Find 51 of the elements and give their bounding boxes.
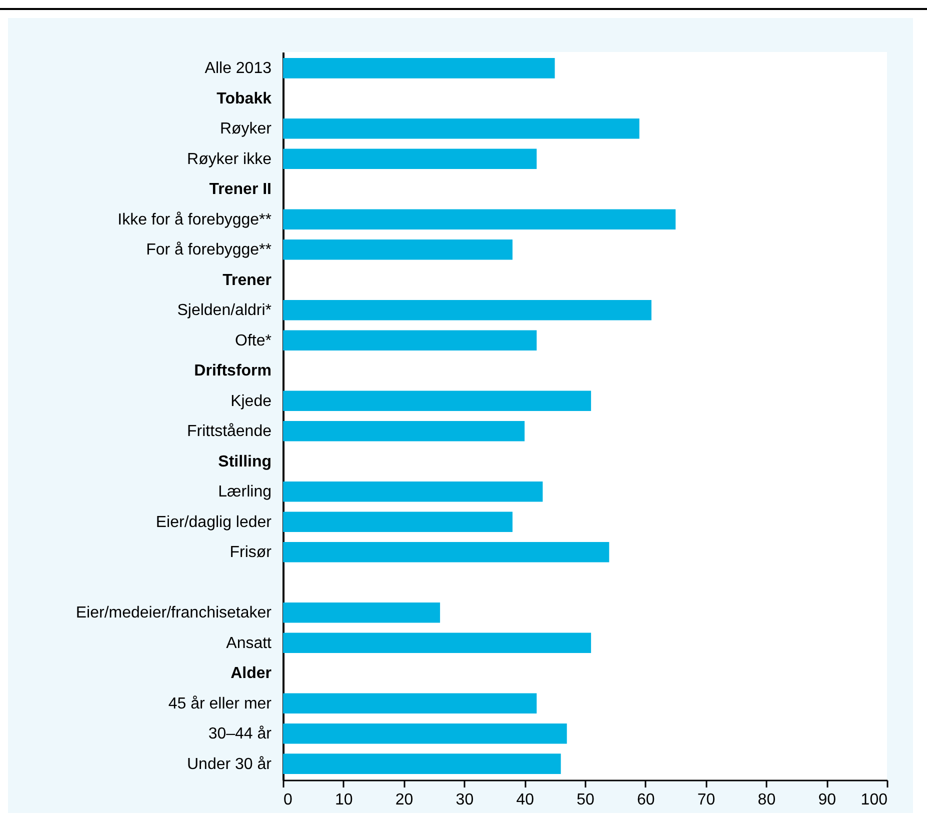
y-tick-label: Ikke for å forebygge** xyxy=(118,211,272,228)
y-tick-label: Alder xyxy=(230,665,272,682)
x-tick-label: 60 xyxy=(637,792,655,808)
bar xyxy=(283,330,537,351)
x-tick-label: 0 xyxy=(284,792,292,808)
x-tick-label: 10 xyxy=(335,792,353,808)
x-tick-label: 30 xyxy=(456,792,474,808)
x-tick-label: 70 xyxy=(697,792,716,808)
y-tick-label: Under 30 år xyxy=(187,756,272,773)
bar xyxy=(283,240,513,260)
x-tick-label: 50 xyxy=(576,792,594,808)
bar xyxy=(283,693,537,714)
y-tick-label: Kjede xyxy=(230,392,272,410)
y-tick-label: Røyker xyxy=(220,120,272,138)
x-tick-label: 20 xyxy=(395,792,414,808)
x-tick-label: 90 xyxy=(818,792,836,808)
y-tick-label: Trener xyxy=(222,272,272,289)
y-tick-label: 30–44 år xyxy=(208,726,272,743)
y-tick-label: Trener II xyxy=(209,181,272,198)
y-tick-label: Røyker ikke xyxy=(187,150,272,168)
y-tick-label: Ofte* xyxy=(235,332,272,350)
y-tick-label: 45 år eller mer xyxy=(168,695,272,712)
y-tick-label: Tobakk xyxy=(216,90,272,108)
bar xyxy=(283,209,676,230)
bar xyxy=(283,58,555,78)
y-tick-label: Frittstående xyxy=(187,423,272,440)
bar xyxy=(283,420,525,442)
bar xyxy=(283,512,513,532)
bar xyxy=(283,632,592,653)
y-tick-label: Driftsform xyxy=(194,362,272,380)
bar xyxy=(283,723,567,744)
y-tick-label: Stilling xyxy=(218,453,272,470)
y-tick-label: Frisør xyxy=(230,544,272,562)
y-tick-label: For å forebygge** xyxy=(146,242,272,259)
y-tick-label: Alle 2013 xyxy=(204,60,272,78)
x-tick-label: 80 xyxy=(758,792,776,808)
y-tick-label: Sjelden/aldri* xyxy=(177,302,272,320)
y-tick-label: Eier/medeier/franchisetaker xyxy=(76,604,272,622)
bar xyxy=(283,542,610,562)
y-tick-label: Eier/daglig leder xyxy=(156,514,272,531)
bar xyxy=(283,754,561,774)
x-tick-label: 40 xyxy=(516,792,534,808)
bar xyxy=(283,602,440,623)
bar xyxy=(283,300,652,320)
bar xyxy=(283,148,537,170)
y-tick-label: Ansatt xyxy=(226,634,272,652)
y-tick-label: Lærling xyxy=(218,484,272,501)
bar xyxy=(283,481,543,502)
bar xyxy=(283,118,640,139)
bar xyxy=(283,390,592,412)
x-tick-label: 100 xyxy=(860,792,888,808)
